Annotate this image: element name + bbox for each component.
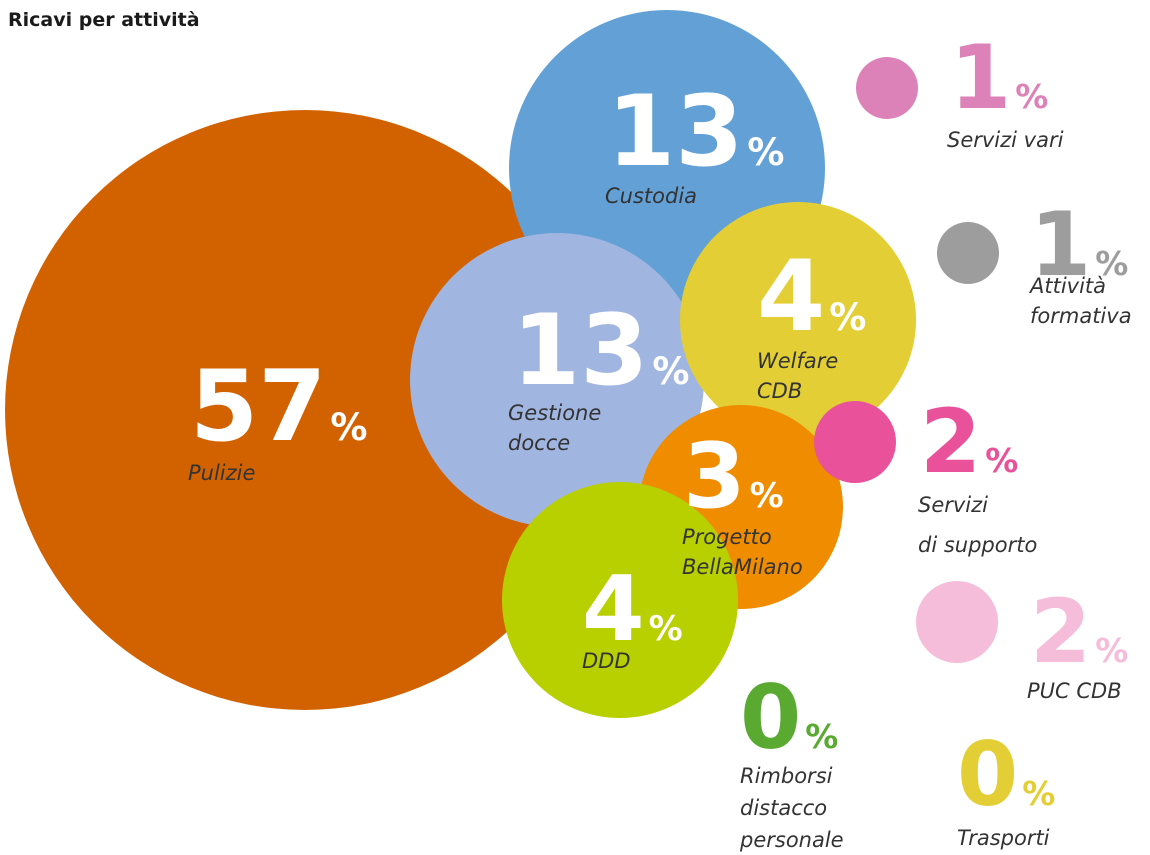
category-label: DDD bbox=[582, 649, 631, 673]
value-label: 0% bbox=[957, 723, 1055, 826]
category-label: formativa bbox=[1030, 304, 1132, 328]
value-number: 1 bbox=[1030, 193, 1091, 296]
value-number: 13 bbox=[512, 294, 648, 408]
value-label: 3% bbox=[683, 424, 784, 529]
value-unit: % bbox=[747, 131, 784, 174]
value-label: 4% bbox=[757, 240, 866, 354]
category-label: Gestione bbox=[508, 401, 601, 425]
chart-title: Ricavi per attività bbox=[8, 9, 200, 31]
value-number: 0 bbox=[957, 723, 1018, 826]
category-label: CDB bbox=[757, 379, 802, 403]
value-number: 2 bbox=[1030, 580, 1091, 683]
value-number: 2 bbox=[920, 390, 981, 493]
category-label: Trasporti bbox=[957, 826, 1050, 850]
value-unit: % bbox=[1095, 631, 1128, 670]
value-unit: % bbox=[1022, 774, 1055, 813]
value-label: 4% bbox=[582, 557, 683, 662]
bubble bbox=[410, 233, 704, 527]
value-unit: % bbox=[652, 350, 689, 393]
category-label: Servizi bbox=[918, 493, 988, 517]
value-unit: % bbox=[750, 476, 784, 516]
bubble bbox=[916, 581, 998, 663]
bubble bbox=[814, 401, 896, 483]
category-label: PUC CDB bbox=[1027, 679, 1122, 703]
bubble bbox=[856, 57, 918, 119]
value-unit: % bbox=[1095, 244, 1128, 283]
category-label: di supporto bbox=[918, 533, 1037, 557]
value-number: 57 bbox=[190, 350, 326, 464]
category-label: Attività bbox=[1028, 274, 1106, 298]
value-label: 0% bbox=[740, 666, 838, 769]
value-number: 0 bbox=[740, 666, 801, 769]
category-label: personale bbox=[739, 828, 844, 852]
value-label: 2% bbox=[920, 390, 1018, 493]
bubble bbox=[5, 110, 605, 710]
value-label: 1% bbox=[1030, 193, 1128, 296]
bubble bbox=[680, 202, 916, 438]
value-number: 13 bbox=[607, 75, 743, 189]
value-number: 1 bbox=[950, 26, 1011, 129]
value-label: 13% bbox=[607, 75, 784, 189]
value-unit: % bbox=[649, 609, 683, 649]
bubble bbox=[502, 482, 738, 718]
category-label: BellaMilano bbox=[682, 555, 803, 579]
value-label: 1% bbox=[950, 26, 1048, 129]
value-number: 3 bbox=[683, 424, 746, 529]
value-unit: % bbox=[805, 717, 838, 756]
value-number: 4 bbox=[582, 557, 645, 662]
category-label: Welfare bbox=[757, 349, 838, 373]
value-unit: % bbox=[829, 296, 866, 339]
value-unit: % bbox=[330, 406, 367, 449]
category-label: Servizi vari bbox=[947, 128, 1064, 152]
bubble bbox=[937, 222, 999, 284]
value-label: 2% bbox=[1030, 580, 1128, 683]
value-unit: % bbox=[985, 441, 1018, 480]
category-label: Progetto bbox=[682, 525, 772, 549]
category-label: Custodia bbox=[605, 184, 697, 208]
value-number: 4 bbox=[757, 240, 825, 354]
value-unit: % bbox=[1015, 77, 1048, 116]
value-label: 57% bbox=[190, 350, 367, 464]
value-label: 13% bbox=[512, 294, 689, 408]
category-label: Pulizie bbox=[188, 461, 255, 485]
category-label: docce bbox=[508, 431, 570, 455]
category-label: Rimborsi bbox=[740, 764, 833, 788]
category-label: distacco bbox=[740, 796, 827, 820]
